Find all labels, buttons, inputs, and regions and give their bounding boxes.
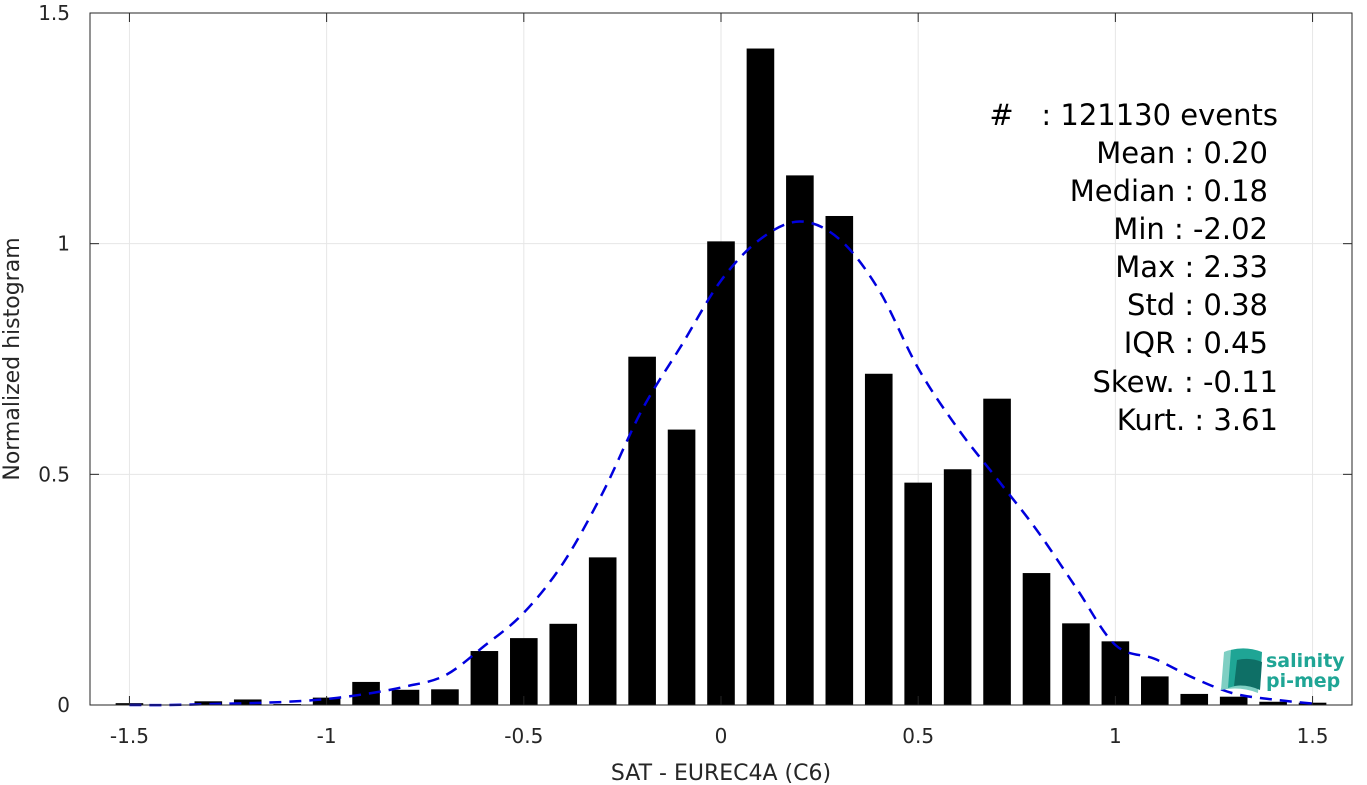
x-tick-label: -1 bbox=[317, 724, 337, 748]
x-tick-label: 0.5 bbox=[902, 724, 934, 748]
histogram-bar bbox=[707, 241, 735, 706]
stat-max: Max : 2.33 bbox=[1115, 250, 1268, 284]
histogram-bar bbox=[588, 557, 617, 705]
histogram-bar bbox=[825, 215, 854, 705]
histogram-bar bbox=[1141, 676, 1169, 705]
stat-median: Median : 0.18 bbox=[1070, 174, 1268, 208]
axis-ticks: -1.5 -1 -0.5 0 0.5 1 1.5 0 0.5 1 1.5 bbox=[38, 1, 1352, 748]
logo-text-salinity: salinity bbox=[1266, 650, 1345, 672]
histogram-bar bbox=[864, 373, 893, 705]
y-tick-label: 0.5 bbox=[38, 462, 70, 486]
histogram-bar bbox=[352, 681, 380, 705]
histogram-bar bbox=[549, 623, 578, 705]
x-tick-label: -0.5 bbox=[504, 724, 543, 748]
logo-text-pimep: pi-mep bbox=[1266, 670, 1340, 692]
histogram-bar bbox=[746, 48, 775, 706]
histogram-bar bbox=[1259, 701, 1287, 705]
histogram-bar bbox=[1022, 573, 1051, 705]
salinity-pimep-logo: salinity pi-mep bbox=[1221, 648, 1345, 693]
histogram-bar bbox=[983, 398, 1011, 705]
histogram-bar bbox=[391, 689, 420, 705]
stat-mean: Mean : 0.20 bbox=[1096, 136, 1268, 170]
histogram-bar bbox=[1180, 693, 1209, 705]
x-tick-label: -1.5 bbox=[110, 724, 149, 748]
x-axis-label: SAT - EUREC4A (C6) bbox=[611, 761, 831, 785]
normal-fit-curve bbox=[129, 220, 1313, 707]
stat-iqr: IQR : 0.45 bbox=[1124, 326, 1268, 360]
histogram-bar bbox=[431, 689, 459, 705]
stat-skew: Skew. : -0.11 bbox=[1092, 365, 1278, 399]
histogram-bar bbox=[904, 482, 932, 705]
stats-box: # : 121130 events Mean : 0.20 Median : 0… bbox=[989, 98, 1278, 437]
histogram-bars bbox=[115, 48, 1327, 706]
histogram-bar bbox=[628, 356, 656, 705]
x-tick-label: 1.5 bbox=[1297, 724, 1329, 748]
stat-min: Min : -2.02 bbox=[1113, 212, 1268, 246]
histogram-bar bbox=[1062, 623, 1090, 705]
stat-events: # : 121130 events bbox=[989, 98, 1278, 132]
histogram-bar bbox=[1219, 696, 1248, 705]
x-tick-label: 1 bbox=[1109, 724, 1122, 748]
y-tick-label: 1 bbox=[57, 232, 70, 256]
y-tick-label: 1.5 bbox=[38, 1, 70, 25]
histogram-bar bbox=[943, 469, 972, 705]
histogram-bar bbox=[510, 638, 538, 705]
y-axis-label: Normalized histogram bbox=[0, 237, 25, 480]
x-tick-label: 0 bbox=[715, 724, 728, 748]
y-tick-label: 0 bbox=[57, 693, 70, 717]
histogram-bar bbox=[470, 651, 499, 705]
histogram-bar bbox=[233, 699, 262, 705]
histogram-bar bbox=[194, 701, 223, 705]
histogram-bar bbox=[667, 429, 696, 705]
wave-logo-icon bbox=[1221, 648, 1262, 693]
stat-kurt: Kurt. : 3.61 bbox=[1117, 403, 1278, 437]
histogram-bar bbox=[786, 175, 814, 705]
stat-std: Std : 0.38 bbox=[1127, 288, 1268, 322]
histogram-bar bbox=[1101, 641, 1130, 705]
